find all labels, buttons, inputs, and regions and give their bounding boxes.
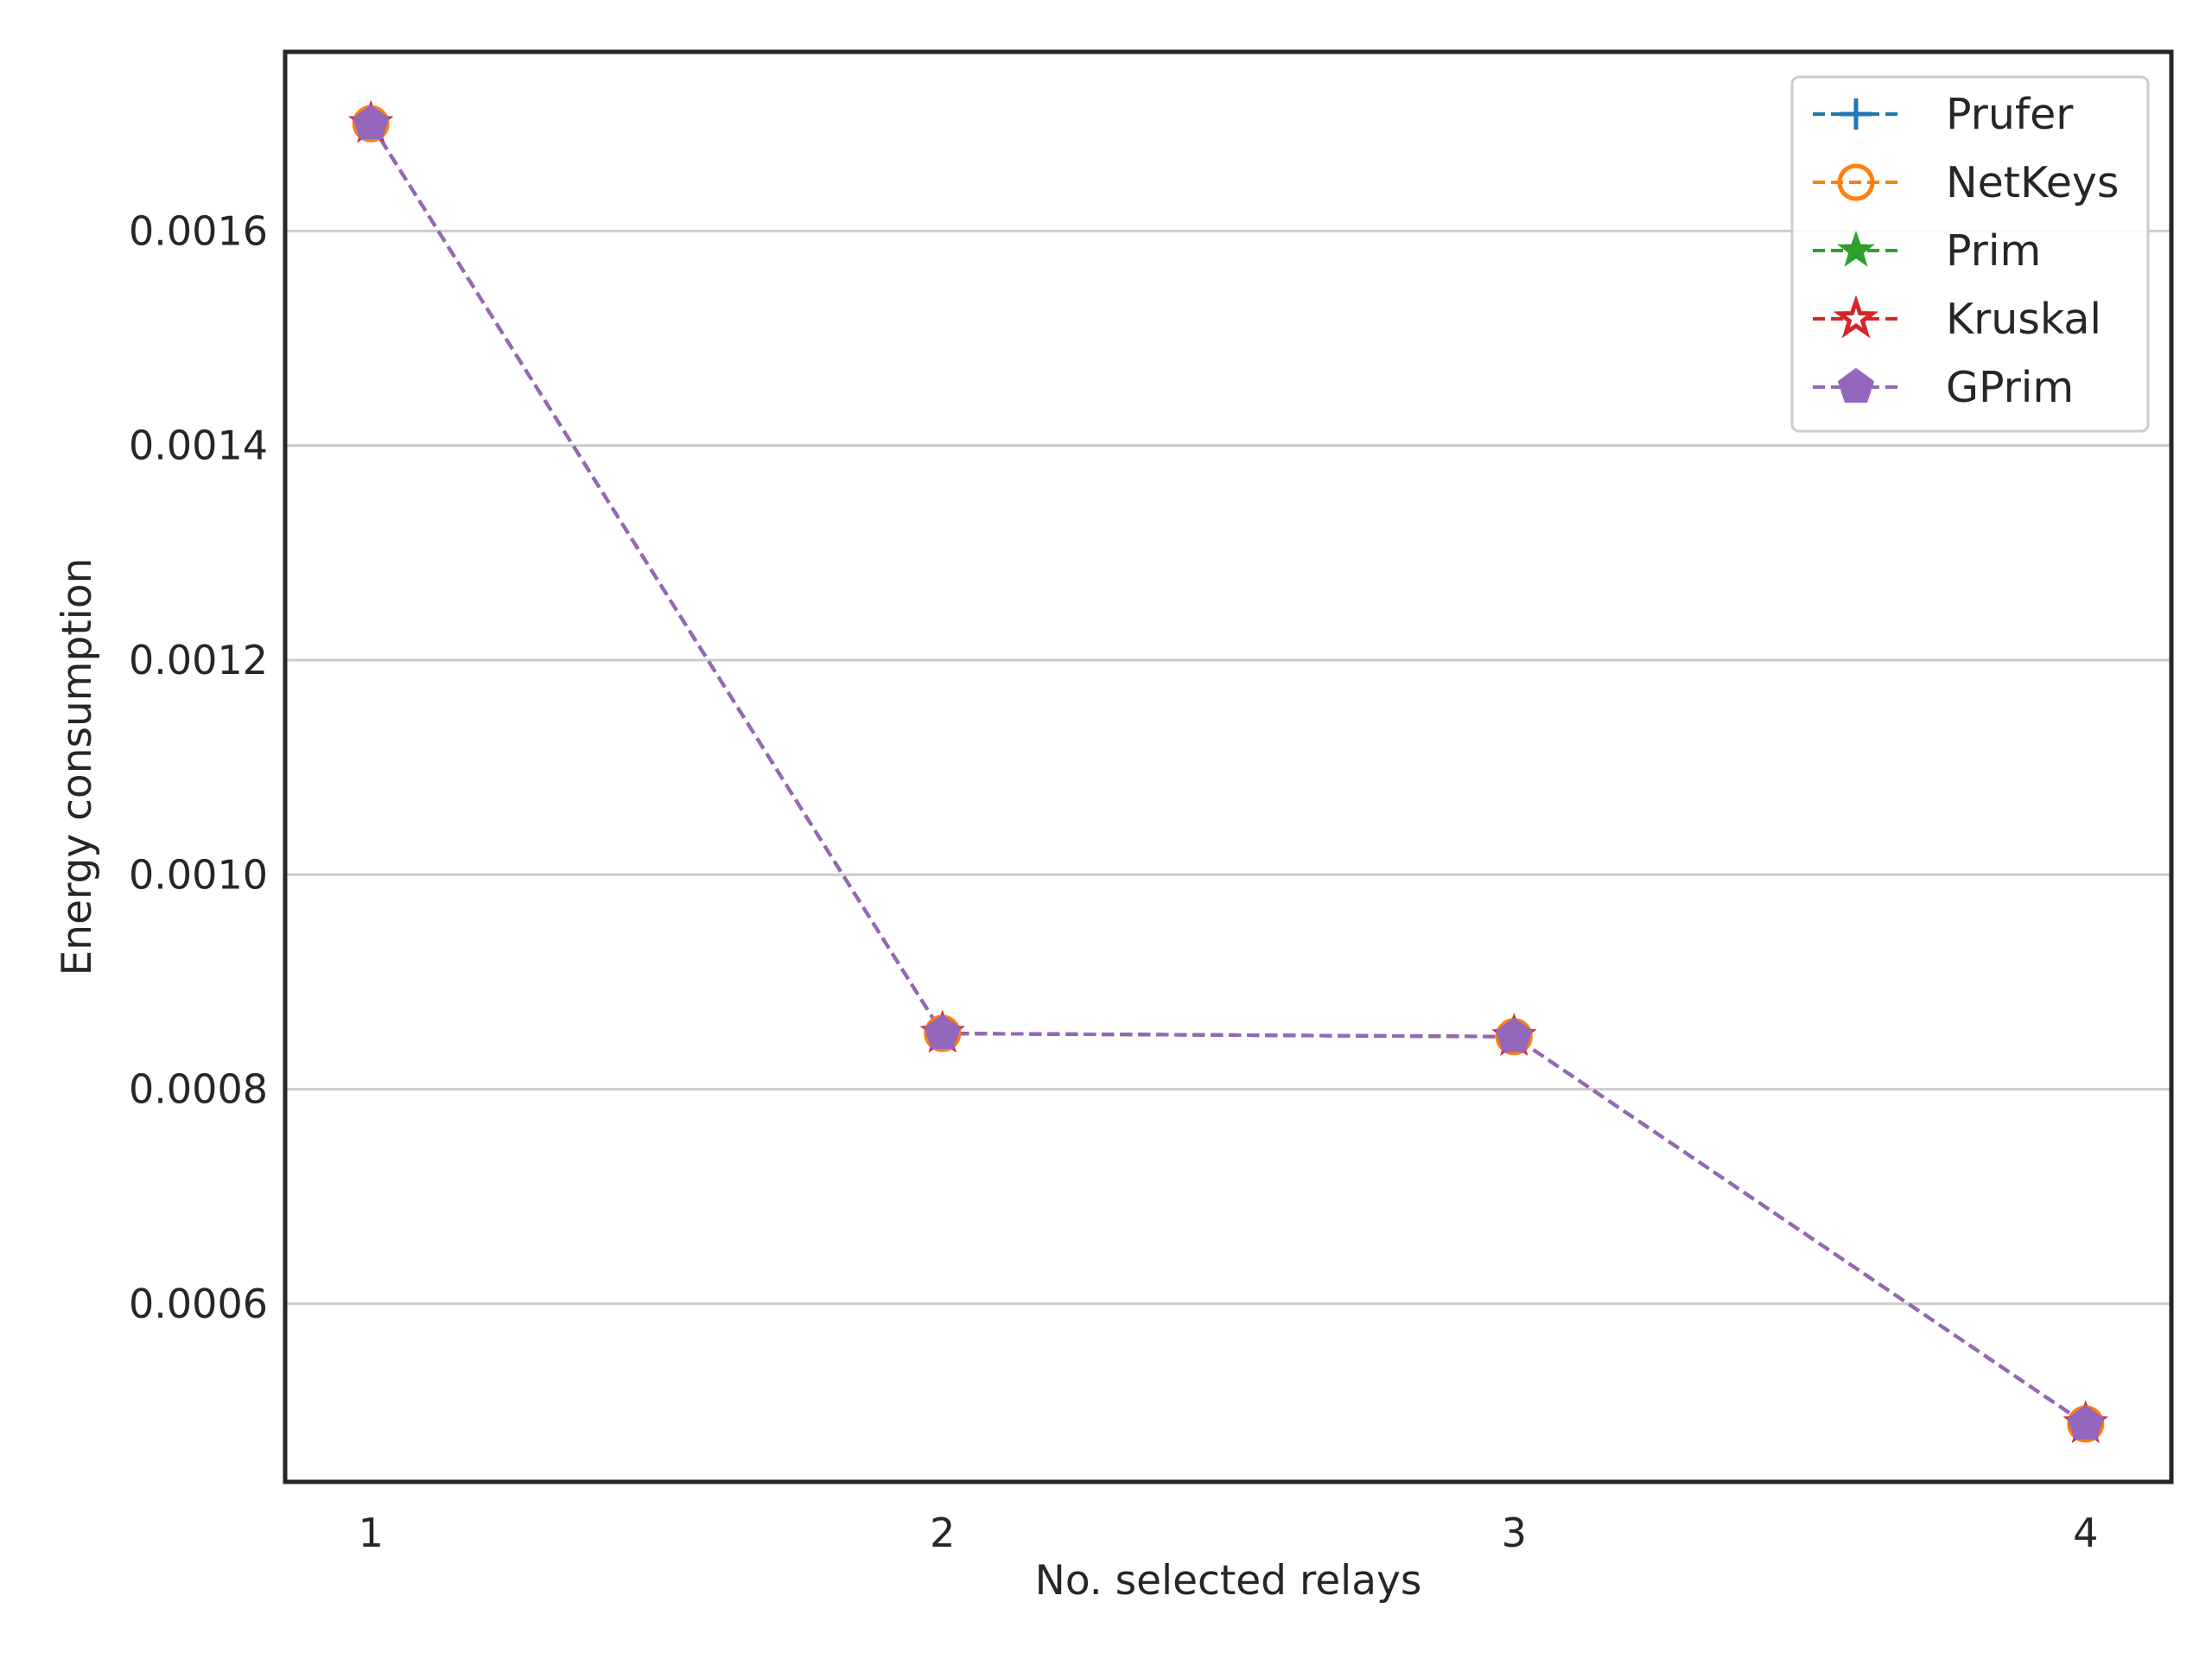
legend-marker — [1837, 230, 1875, 267]
legend-marker — [1833, 295, 1879, 339]
x-tick-label: 2 — [930, 1510, 955, 1556]
legend: Prufer NetKeys Prim Kruskal GPrim — [1790, 75, 2150, 433]
x-tick-label: 4 — [2073, 1510, 2098, 1556]
y-tick-label: 0.0006 — [129, 1281, 268, 1327]
legend-label: Prim — [1946, 226, 2041, 276]
y-tick-label: 0.0014 — [129, 423, 268, 469]
legend-label: GPrim — [1946, 363, 2074, 412]
x-axis-label: No. selected relays — [1035, 1557, 1422, 1605]
y-axis-label: Energy consumption — [54, 558, 101, 976]
y-tick-labels: 0.0006 0.0008 0.0010 0.0012 0.0014 0.0016 — [129, 207, 268, 1327]
legend-marker — [1837, 163, 1875, 201]
legend-marker — [1837, 367, 1875, 403]
x-tick-labels: 1 2 3 4 — [359, 1510, 2099, 1556]
y-tick-label: 0.0008 — [129, 1066, 268, 1113]
x-tick-label: 3 — [1502, 1510, 1527, 1556]
legend-entry-netkeys: NetKeys — [1813, 158, 2119, 207]
legend-label: NetKeys — [1946, 158, 2119, 207]
y-tick-label: 0.0016 — [129, 207, 268, 254]
legend-marker — [1840, 99, 1872, 130]
data-point-gprim — [1496, 1017, 1533, 1052]
legend-entry-gprim: GPrim — [1813, 363, 2074, 412]
x-tick-label: 1 — [359, 1510, 384, 1556]
data-point-gprim — [353, 104, 390, 140]
legend-label: Kruskal — [1946, 295, 2101, 344]
legend-entry-kruskal: Kruskal — [1813, 295, 2101, 344]
plot-frame — [283, 49, 2174, 1484]
data-point-gprim — [924, 1014, 961, 1050]
y-tick-label: 0.0010 — [129, 851, 268, 898]
series-markers — [347, 99, 2109, 1444]
y-tick-label: 0.0012 — [129, 637, 268, 683]
legend-box — [1790, 75, 2150, 433]
legend-entry-prim: Prim — [1813, 226, 2041, 276]
data-point-gprim — [2067, 1404, 2104, 1440]
legend-label: Prufer — [1946, 90, 2074, 139]
legend-entry-prufer: Prufer — [1813, 90, 2074, 139]
series-lines — [369, 123, 2087, 1426]
series-line-gprim — [369, 123, 2087, 1426]
